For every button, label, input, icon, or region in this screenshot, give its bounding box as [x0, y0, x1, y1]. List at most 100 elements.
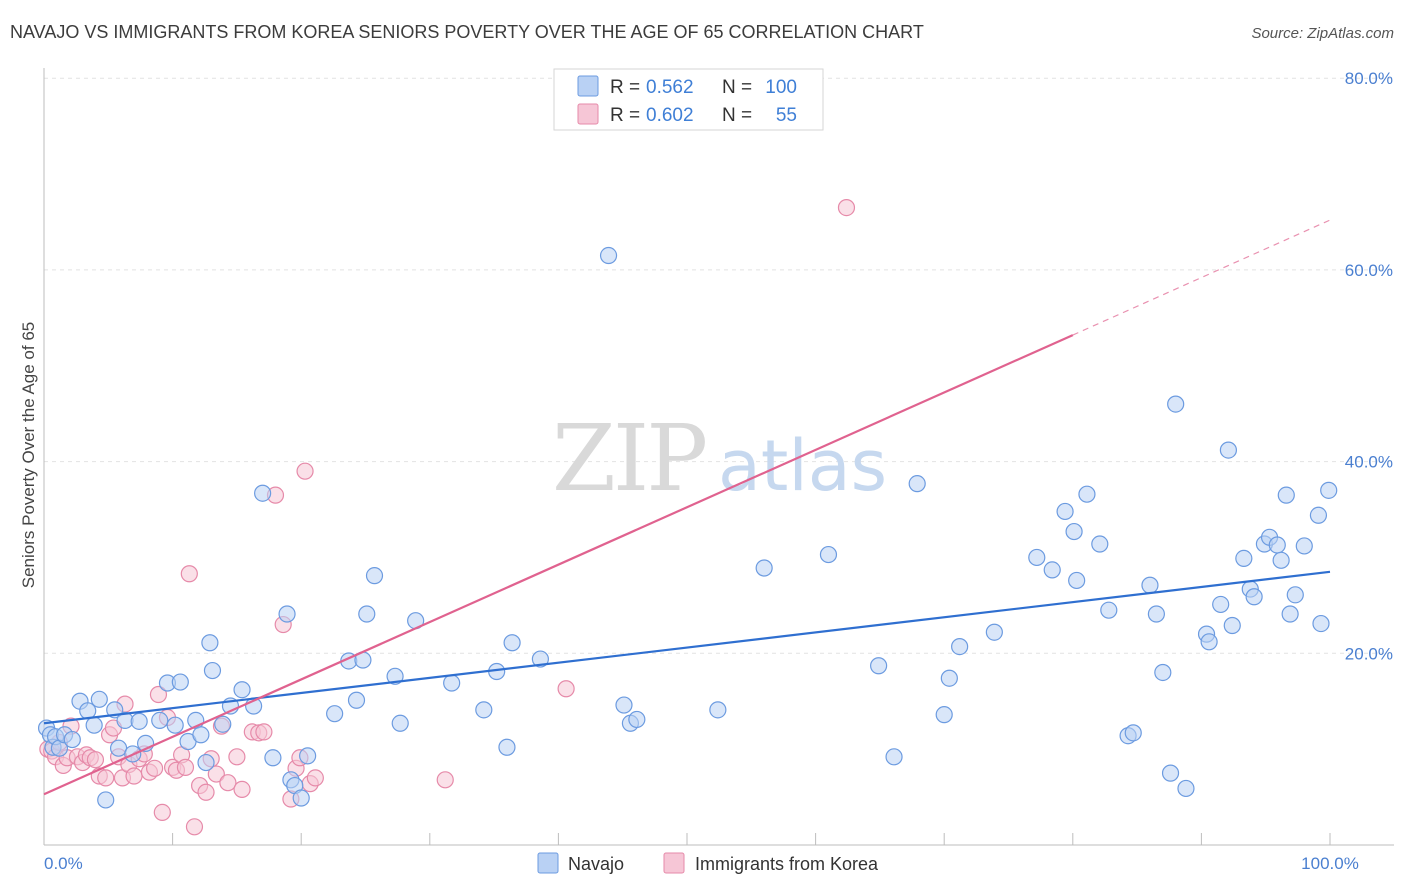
legend-n-value-korea: 55 [776, 105, 797, 126]
navajo-point-24 [192, 726, 210, 744]
korea-point-20 [125, 767, 143, 785]
watermark-zip: ZIP [552, 405, 705, 512]
navajo-point-21 [171, 673, 189, 691]
navajo-point-63 [908, 475, 926, 493]
navajo-point-66 [951, 637, 969, 656]
navajo-point-27 [203, 661, 222, 680]
navajo-point-81 [1161, 764, 1180, 782]
navajo-point-95 [1272, 551, 1290, 569]
navajo-point-52 [503, 634, 521, 652]
navajo-point-94 [1268, 536, 1286, 554]
legend-bottom: Navajo Immigrants from Korea [537, 852, 879, 874]
navajo-point-18 [151, 711, 169, 729]
bottom-legend-navajo: Navajo [568, 854, 624, 874]
navajo-point-96 [1277, 486, 1295, 504]
navajo-point-59 [755, 559, 773, 577]
navajo-point-80 [1154, 663, 1172, 682]
y-tick-label-40: 40.0% [1345, 453, 1393, 472]
korea-point-25 [149, 685, 168, 704]
navajo-point-61 [870, 657, 888, 675]
navajo-point-98 [1286, 586, 1304, 604]
navajo-point-49 [475, 701, 493, 719]
navajo-point-97 [1281, 605, 1299, 623]
navajo-point-38 [299, 747, 317, 765]
korea-point-41 [233, 780, 251, 799]
navajo-point-53 [531, 650, 549, 668]
y-tick-label-80: 80.0% [1345, 69, 1393, 88]
chart-source: Source: ZipAtlas.com [1251, 25, 1394, 42]
korea-point-33 [185, 818, 204, 836]
navajo-point-101 [1312, 614, 1330, 633]
legend-swatch-korea [577, 103, 599, 125]
navajo-point-69 [1043, 561, 1061, 579]
korea-points [39, 198, 856, 836]
navajo-point-45 [386, 667, 404, 685]
navajo-point-9 [85, 716, 103, 734]
navajo-point-20 [166, 716, 184, 734]
korea-trend-line [43, 334, 1074, 796]
navajo-point-71 [1065, 522, 1083, 541]
legend-r-label-korea: R = [610, 105, 640, 126]
navajo-point-6 [63, 730, 81, 749]
navajo-point-60 [819, 545, 838, 564]
korea-point-39 [219, 774, 237, 792]
navajo-point-75 [1100, 601, 1118, 619]
navajo-point-32 [254, 484, 272, 502]
navajo-point-72 [1068, 571, 1086, 590]
trend-lines [43, 219, 1331, 796]
navajo-point-67 [985, 623, 1003, 641]
navajo-point-62 [885, 748, 903, 766]
bottom-legend-swatch-korea [663, 852, 685, 874]
navajo-point-43 [358, 605, 376, 623]
navajo-point-88 [1223, 616, 1241, 635]
navajo-point-78 [1141, 576, 1159, 594]
legend-r-label-navajo: R = [610, 77, 640, 98]
korea-point-52 [306, 769, 324, 787]
navajo-point-65 [940, 669, 958, 687]
navajo-trend-line [43, 570, 1331, 725]
navajo-point-10 [90, 690, 108, 708]
korea-point-55 [837, 198, 856, 217]
navajo-point-64 [935, 706, 953, 724]
navajo-point-91 [1245, 588, 1263, 606]
y-tick-label-60: 60.0% [1345, 261, 1393, 280]
korea-point-31 [176, 758, 195, 776]
navajo-point-28 [214, 715, 232, 733]
korea-point-26 [153, 803, 171, 822]
navajo-point-26 [201, 634, 219, 652]
navajo-point-102 [1320, 481, 1338, 499]
korea-point-40 [228, 748, 246, 766]
navajo-point-55 [615, 696, 633, 714]
navajo-point-44 [365, 567, 384, 585]
navajo-point-82 [1167, 395, 1185, 413]
korea-point-53 [436, 771, 454, 789]
navajo-point-74 [1091, 535, 1109, 553]
korea-point-11 [86, 751, 105, 769]
bottom-legend-swatch-navajo [537, 852, 559, 874]
legend-n-label-korea: N = [722, 105, 752, 126]
y-tick-label-20: 20.0% [1345, 644, 1393, 663]
x-tick-label-100: 100.0% [1301, 854, 1359, 873]
bottom-legend-korea: Immigrants from Korea [695, 854, 879, 874]
navajo-point-41 [347, 691, 366, 709]
y-axis-label: Seniors Poverty Over the Age of 65 [19, 322, 38, 588]
legend-r-value-navajo: 0.562 [646, 77, 694, 98]
watermark: ZIP atlas [552, 405, 887, 512]
chart-title: NAVAJO VS IMMIGRANTS FROM KOREA SENIORS … [10, 22, 924, 42]
korea-point-13 [97, 769, 115, 787]
navajo-point-77 [1124, 724, 1142, 742]
navajo-point-39 [326, 705, 344, 723]
navajo-point-99 [1295, 537, 1313, 555]
navajo-points [37, 246, 1338, 809]
navajo-point-87 [1219, 441, 1238, 459]
korea-point-32 [180, 565, 198, 583]
navajo-point-68 [1028, 548, 1046, 567]
navajo-point-48 [443, 674, 461, 692]
korea-point-54 [557, 680, 575, 698]
navajo-point-25 [197, 753, 215, 772]
navajo-point-11 [97, 791, 115, 809]
navajo-point-16 [130, 712, 148, 730]
gridlines [44, 77, 1394, 654]
legend-n-value-navajo: 100 [765, 77, 797, 98]
